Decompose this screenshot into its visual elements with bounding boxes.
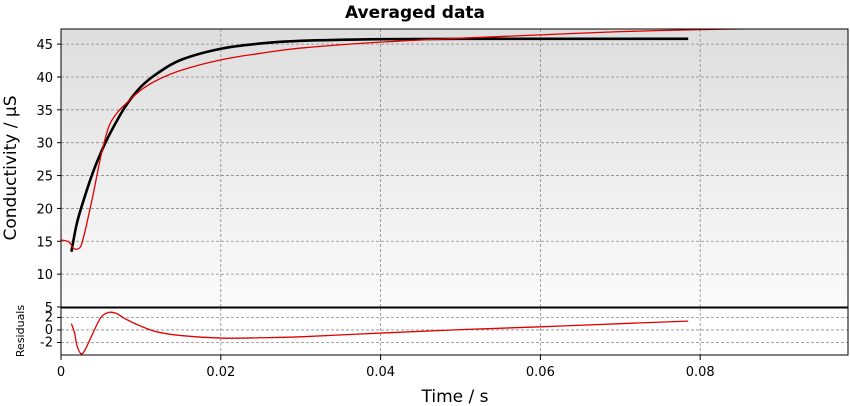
y-tick-label: 30: [36, 137, 53, 152]
x-ticks: 0 0.02 0.04 0.06 0.08: [57, 355, 715, 380]
y-tick-label: 15: [36, 235, 53, 250]
residual-y-tick-label: 2: [45, 310, 53, 325]
residual-y-axis-label: Residuals: [14, 305, 27, 357]
y-tick-label: 10: [36, 268, 53, 283]
residual-grid: [61, 308, 848, 355]
main-grid: [61, 29, 848, 307]
x-axis-label: Time / s: [421, 387, 489, 406]
residual-y-ticks: -202: [40, 310, 61, 350]
y-tick-label: 40: [36, 71, 53, 86]
y-tick-label: 45: [36, 38, 53, 53]
y-axis-label: Conductivity / μS: [1, 96, 21, 241]
main-plot-area: [61, 29, 848, 307]
main-y-ticks: 5 10 15 20 25 30 35 40 45: [36, 38, 61, 316]
residual-series: [70, 311, 689, 355]
x-tick-label: 0.06: [526, 365, 555, 380]
chart-title: Averaged data: [345, 3, 485, 23]
residual-y-tick-label: -2: [40, 335, 53, 350]
y-tick-label: 25: [36, 170, 53, 185]
y-tick-label: 5: [45, 301, 53, 316]
residual-y-tick-label: 0: [45, 323, 53, 338]
main-series: [61, 29, 780, 253]
x-tick-label: 0.04: [366, 365, 395, 380]
x-tick-label: 0: [57, 365, 65, 380]
y-tick-label: 20: [36, 202, 53, 217]
y-tick-label: 35: [36, 104, 53, 119]
residual-plot-area: [61, 308, 848, 355]
data-series-line: [70, 37, 689, 253]
x-tick-label: 0.08: [686, 365, 715, 380]
fit-series-line: [61, 29, 780, 250]
x-tick-label: 0.02: [206, 365, 235, 380]
residual-series-line: [70, 311, 689, 355]
